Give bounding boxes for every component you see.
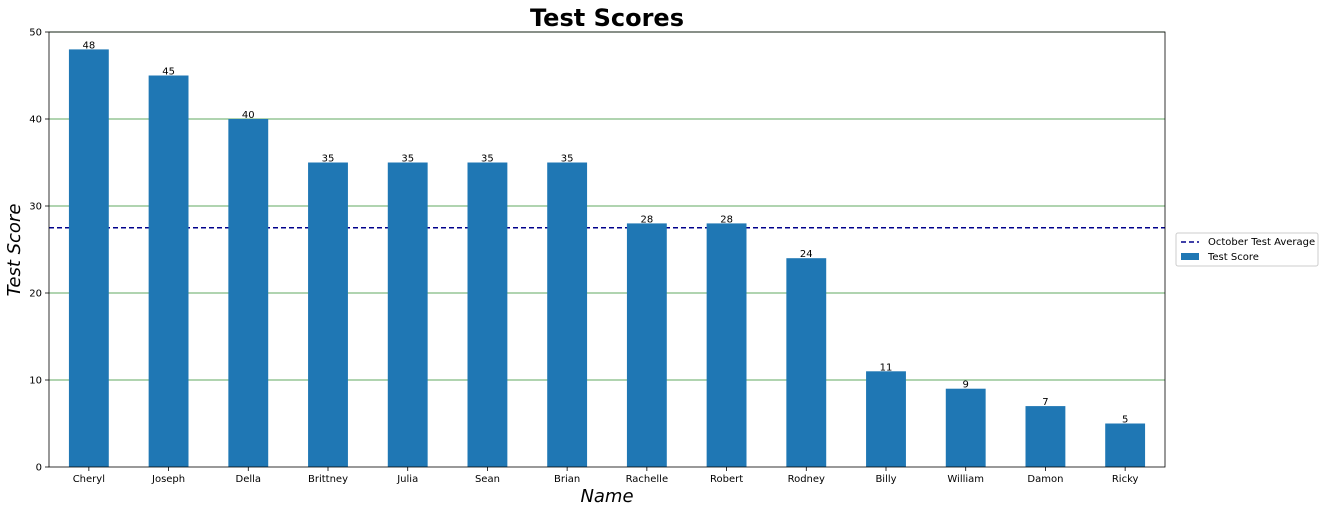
bar — [786, 258, 827, 467]
x-tick-label: Brittney — [308, 474, 348, 485]
data-labels: 48 45 40 35 35 35 35 28 28 24 11 9 7 5 — [82, 40, 1128, 425]
bar-value-label: 35 — [561, 154, 574, 165]
bar-value-label: 45 — [162, 67, 175, 78]
legend-box — [1175, 232, 1319, 267]
y-tick-label: 0 — [36, 463, 42, 474]
legend-bar-label: Test Score — [1207, 252, 1259, 263]
legend-bar-swatch — [1181, 253, 1199, 260]
y-axis-ticks: 0 10 20 30 40 50 — [29, 28, 49, 474]
y-tick-label: 30 — [29, 202, 42, 213]
x-tick-label: Robert — [710, 474, 743, 485]
bar — [387, 162, 428, 467]
bar — [68, 49, 109, 468]
bar-value-label: 24 — [800, 249, 813, 260]
bar — [1105, 423, 1146, 467]
x-tick-label: Sean — [475, 474, 500, 485]
legend: October Test Average Test Score — [1175, 232, 1319, 267]
bar-value-label: 35 — [401, 154, 414, 165]
x-tick-label: Cheryl — [73, 474, 105, 485]
bar-value-label: 28 — [720, 214, 733, 225]
bar-value-label: 7 — [1042, 397, 1048, 408]
bar — [945, 388, 986, 467]
bar-value-label: 9 — [963, 380, 969, 391]
bars — [68, 49, 1146, 468]
y-tick-label: 10 — [29, 376, 42, 387]
x-axis-label: Name — [580, 486, 633, 507]
x-tick-label: Billy — [875, 474, 896, 485]
bar — [308, 162, 348, 467]
bar — [626, 223, 667, 467]
y-tick-label: 20 — [29, 289, 42, 300]
bar — [228, 119, 269, 467]
bar-value-label: 28 — [640, 214, 653, 225]
bar-value-label: 5 — [1122, 415, 1128, 426]
bar-value-label: 35 — [322, 154, 335, 165]
y-tick-label: 50 — [29, 28, 42, 39]
x-axis-ticks: Cheryl Joseph Della Brittney Julia Sean Brian R… — [73, 467, 1139, 485]
x-tick-label: Rodney — [788, 474, 825, 485]
chart-title: Test Scores — [530, 4, 684, 32]
gridlines — [49, 31, 1165, 381]
bar-value-label: 11 — [880, 362, 893, 373]
y-tick-label: 40 — [29, 115, 42, 126]
bar — [148, 75, 189, 467]
x-tick-label: Della — [236, 474, 262, 485]
x-tick-label: Brian — [554, 474, 580, 485]
legend-average-label: October Test Average — [1208, 237, 1315, 248]
x-tick-label: Julia — [396, 474, 418, 485]
x-tick-label: William — [947, 474, 984, 485]
bar — [547, 162, 588, 467]
y-axis-label: Test Score — [4, 204, 25, 297]
x-tick-label: Joseph — [151, 474, 185, 485]
bar — [706, 223, 747, 467]
x-tick-label: Ricky — [1112, 474, 1139, 485]
bar-value-label: 35 — [481, 154, 494, 165]
bar — [467, 162, 508, 467]
bar — [866, 371, 906, 467]
bar-value-label: 48 — [82, 40, 95, 51]
bar — [1025, 406, 1066, 467]
x-tick-label: Rachelle — [626, 474, 669, 485]
plot-frame — [48, 31, 1166, 468]
bar-value-label: 40 — [242, 110, 255, 121]
x-tick-label: Damon — [1027, 474, 1063, 485]
